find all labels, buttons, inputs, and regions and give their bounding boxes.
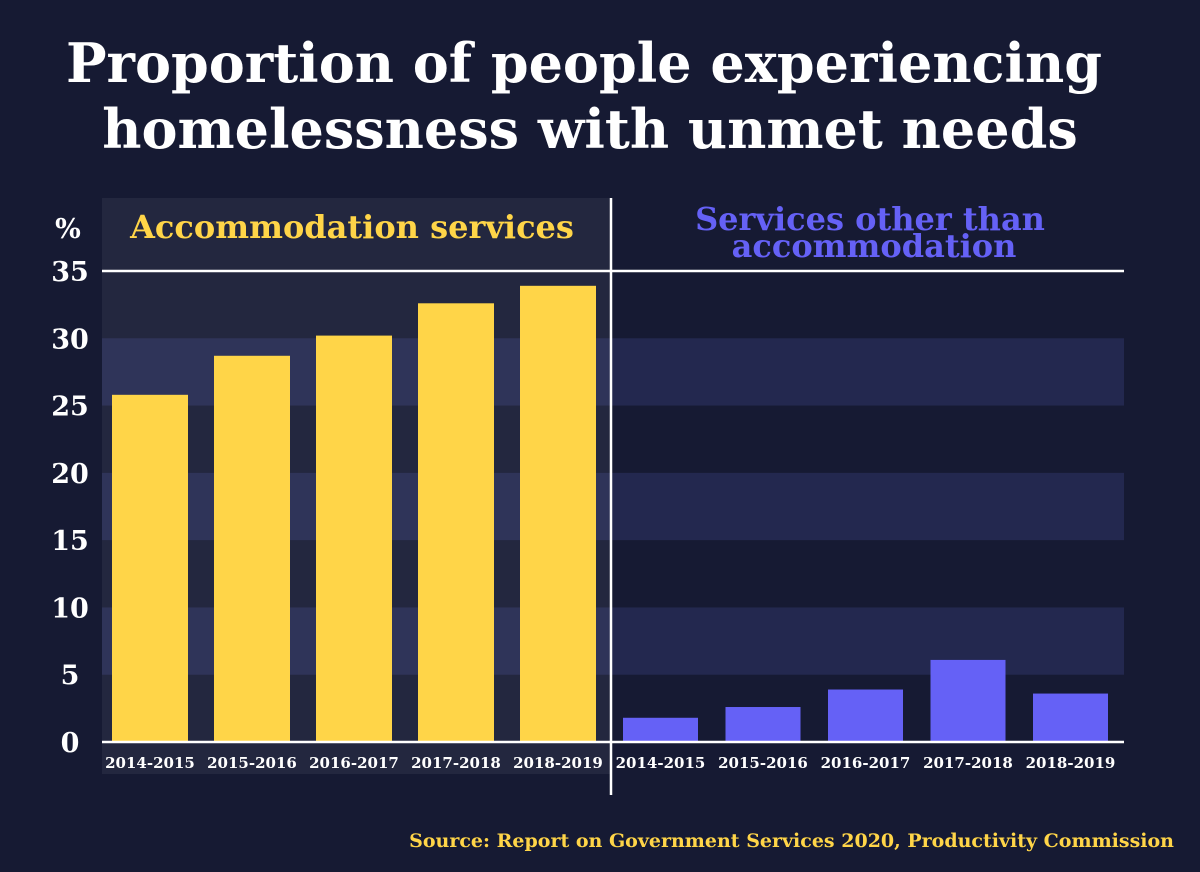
category-label: 2015-2016 (207, 754, 297, 772)
y-tick-label: 30 (51, 324, 89, 355)
x-axis-labels: 2014-2015 2015-2016 2016-2017 2017-2018 2018… (105, 754, 1115, 772)
y-tick-label: 10 (51, 593, 89, 624)
category-label: 2017-2018 (923, 754, 1013, 772)
bar-other-2016-2017 (828, 689, 903, 742)
bar-other-2018-2019 (1033, 693, 1108, 742)
bars (112, 285, 1108, 742)
bar-accommodation-2016-2017 (316, 335, 392, 742)
y-tick-label: 25 (51, 392, 89, 423)
source-note: Source: Report on Government Services 20… (409, 830, 1174, 852)
category-label: 2014-2015 (616, 754, 706, 772)
category-label: 2018-2019 (513, 754, 603, 772)
bar-accommodation-2014-2015 (112, 394, 188, 742)
y-tick-label: 15 (51, 526, 89, 557)
y-axis-unit-label: % (55, 214, 81, 245)
y-tick-label: 0 (61, 728, 80, 759)
category-label: 2016-2017 (309, 754, 399, 772)
panel-title-accommodation: Accommodation services (129, 208, 574, 246)
chart-title-line-1: Proportion of people experiencing (66, 31, 1102, 95)
category-label: 2018-2019 (1026, 754, 1116, 772)
bar-other-2014-2015 (623, 717, 698, 742)
panel-title-other-line-2: accommodation (732, 227, 1017, 265)
bar-accommodation-2018-2019 (520, 285, 596, 742)
y-tick-label: 20 (51, 459, 89, 490)
bar-accommodation-2017-2018 (418, 303, 494, 742)
category-label: 2015-2016 (718, 754, 808, 772)
panel-title-other-line-1: Services other than (695, 200, 1045, 238)
y-tick-label: 35 (51, 257, 89, 288)
bar-accommodation-2015-2016 (214, 355, 290, 742)
y-axis-ticks: 0 5 10 15 20 25 30 35 (51, 257, 89, 759)
category-label: 2016-2017 (821, 754, 911, 772)
chart-title-line-2: homelessness with unmet needs (102, 97, 1078, 161)
bar-other-2015-2016 (725, 707, 801, 742)
bar-other-2017-2018 (930, 659, 1006, 742)
category-label: 2017-2018 (411, 754, 501, 772)
y-tick-label: 5 (61, 661, 80, 692)
category-label: 2014-2015 (105, 754, 195, 772)
